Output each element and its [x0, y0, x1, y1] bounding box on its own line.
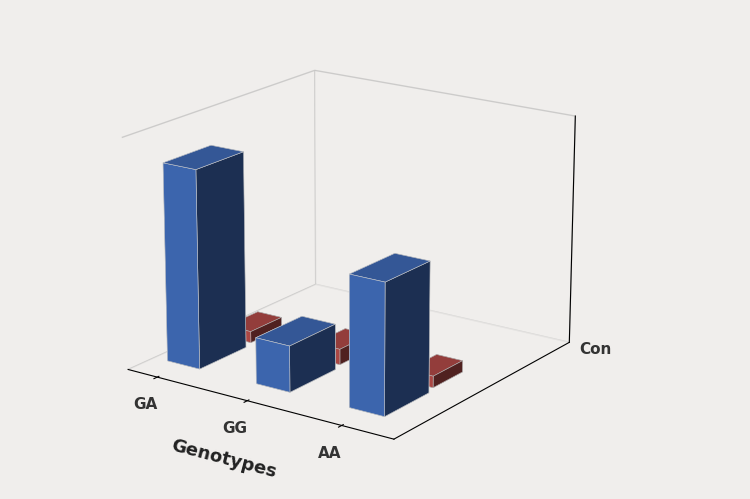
X-axis label: Genotypes: Genotypes — [169, 436, 278, 481]
Text: Con: Con — [580, 342, 612, 357]
